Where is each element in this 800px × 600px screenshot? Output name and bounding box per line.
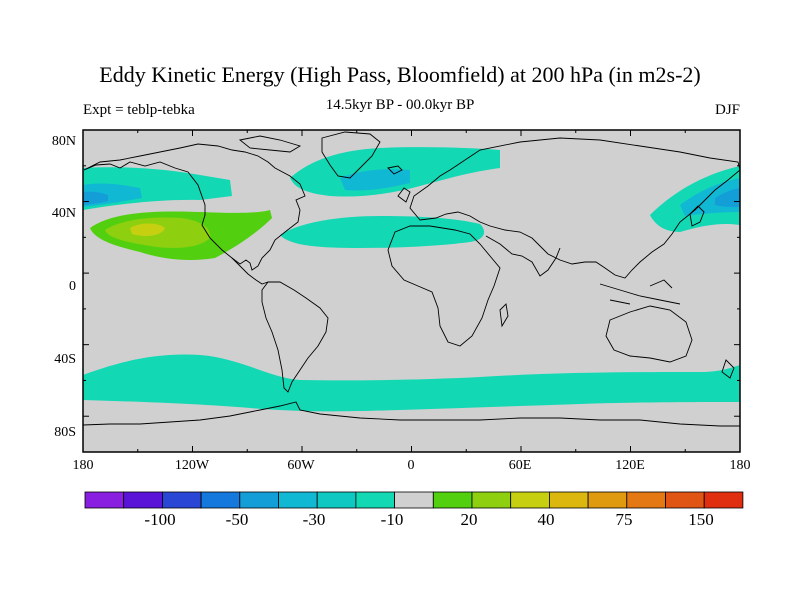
colorbar-swatch xyxy=(471,491,512,509)
lon-label-180w: 180 xyxy=(72,458,94,473)
colorbar-swatch xyxy=(394,491,434,509)
lon-label-180e: 180 xyxy=(729,458,751,473)
colorbar-swatch xyxy=(278,491,318,509)
experiment-label: Expt = teblp-tebka xyxy=(83,102,195,118)
coast-new-zealand xyxy=(721,359,735,379)
coast-greenland xyxy=(321,131,381,179)
lat-label-40s: 40S xyxy=(54,352,76,367)
lat-label-0: 0 xyxy=(69,279,76,294)
colorbar-swatch xyxy=(703,491,744,509)
coast-maritime-asia xyxy=(599,279,681,305)
lon-label-60e: 60E xyxy=(508,458,532,473)
coast-japan xyxy=(689,205,705,227)
coast-arctic-islands xyxy=(238,135,302,153)
colorbar-label-6: 40 xyxy=(537,510,555,529)
lat-label-80n: 80N xyxy=(51,134,76,149)
map-title: Eddy Kinetic Energy (High Pass, Bloomfie… xyxy=(99,62,701,87)
colorbar-swatch xyxy=(665,491,705,509)
colorbar-swatch xyxy=(626,491,666,509)
lon-label-0: 0 xyxy=(407,458,415,473)
colorbar-label-4: -10 xyxy=(380,510,404,529)
colorbar-label-5: 20 xyxy=(460,510,478,529)
coastlines xyxy=(82,131,741,427)
coast-south-america xyxy=(261,281,329,393)
colorbar-label-3: -30 xyxy=(302,510,326,529)
easia-blue-core xyxy=(715,188,740,207)
cpac-olive-core xyxy=(130,223,165,236)
axis-ticks xyxy=(82,129,741,453)
colorbar-swatch xyxy=(84,491,125,509)
colorbar-label-1: -100 xyxy=(144,510,176,529)
colorbar-swatch xyxy=(200,491,241,509)
coast-british-isles xyxy=(397,187,411,203)
lat-label-80s: 80S xyxy=(54,425,76,440)
colorbar-swatch xyxy=(161,491,202,509)
colorbar-swatch xyxy=(549,491,589,509)
period-label: 14.5kyr BP - 00.0kyr BP xyxy=(325,97,475,113)
npac-blue-core xyxy=(83,191,108,205)
southern-teal-band xyxy=(83,354,740,412)
colorbar-swatch xyxy=(355,491,395,509)
season-label: DJF xyxy=(714,102,740,118)
lon-label-60w: 60W xyxy=(287,458,315,473)
coast-north-america xyxy=(83,143,306,271)
coast-madagascar xyxy=(499,303,509,328)
colorbar-label-8: 150 xyxy=(688,510,714,529)
colorbar-swatch xyxy=(587,491,628,509)
coast-eurasia xyxy=(409,137,741,279)
colorbar-swatch xyxy=(432,491,473,509)
lon-label-120e: 120E xyxy=(615,458,645,473)
coast-africa xyxy=(387,225,501,347)
coast-australia xyxy=(605,305,693,363)
coast-arabia-india xyxy=(485,235,561,277)
colorbar-label-7: 75 xyxy=(615,510,633,529)
lon-label-120w: 120W xyxy=(174,458,210,473)
coast-central-america xyxy=(231,257,269,285)
colorbar-swatch xyxy=(123,491,163,509)
colorbar-label-2: -50 xyxy=(225,510,249,529)
coast-antarctica xyxy=(82,401,740,427)
colorbar xyxy=(84,491,744,509)
natl-cyan-core xyxy=(340,169,410,191)
subtrop-atl-teal xyxy=(280,216,485,248)
colorbar-swatch xyxy=(316,491,357,509)
coast-iceland xyxy=(387,165,403,175)
lat-label-40n: 40N xyxy=(51,206,76,221)
colorbar-swatch xyxy=(510,491,550,509)
colorbar-swatch xyxy=(239,491,279,509)
